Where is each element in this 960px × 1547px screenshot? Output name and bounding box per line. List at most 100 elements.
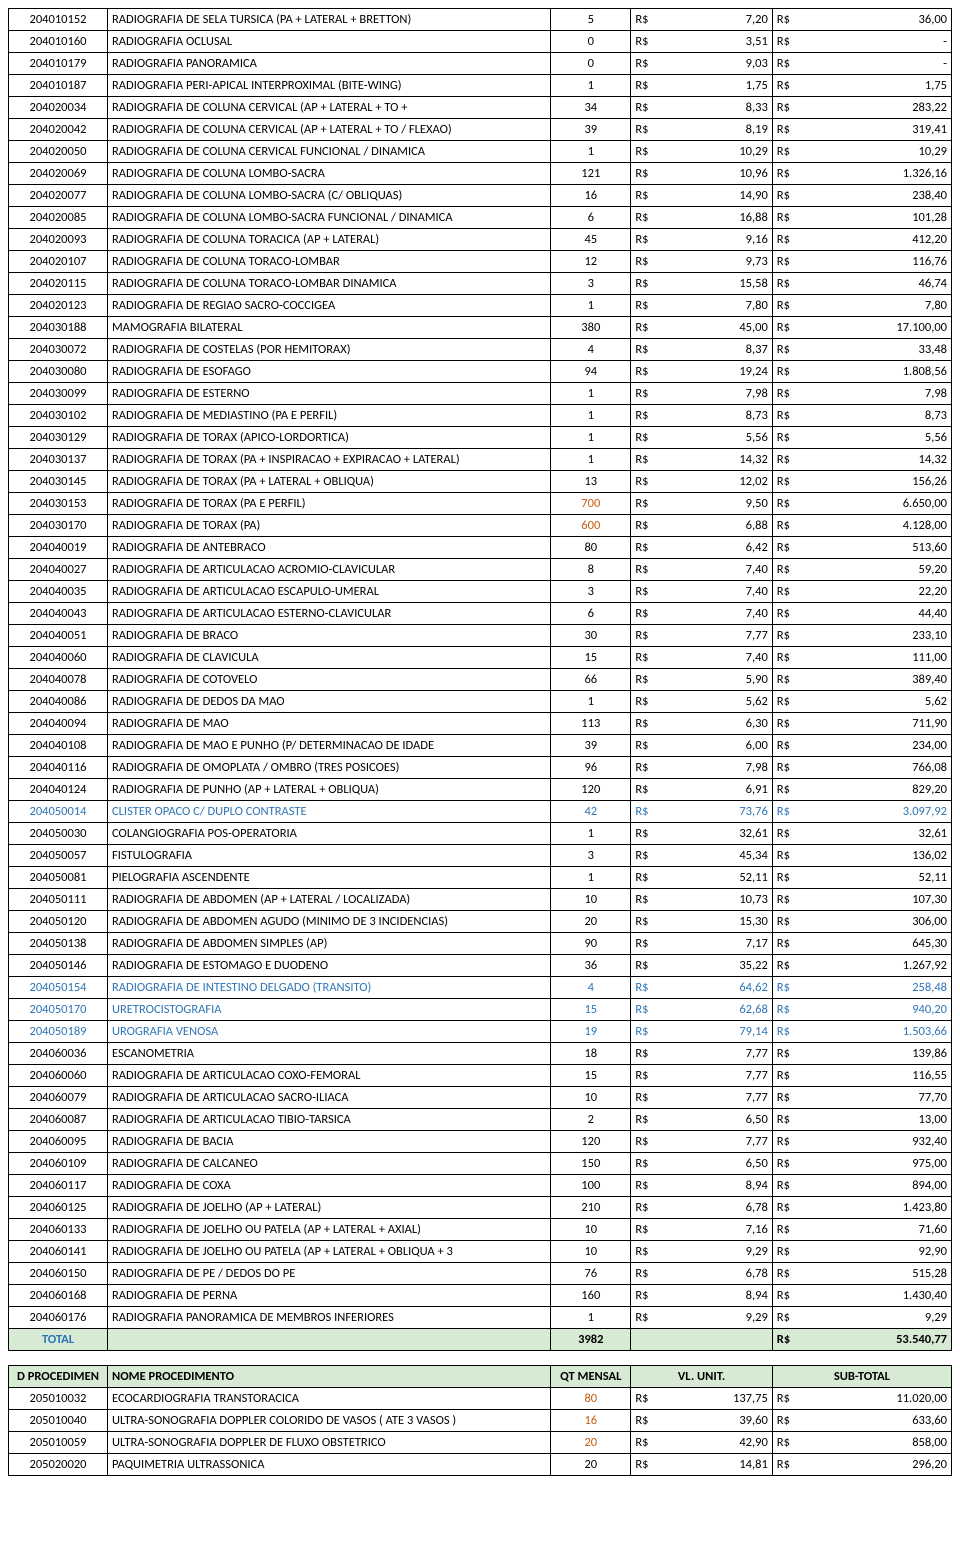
quantity-cell: 1 <box>551 141 631 163</box>
money-cell: R$975,00 <box>772 1153 951 1175</box>
money-value: 136,02 <box>912 848 947 863</box>
procedure-name: ULTRA-SONOGRAFIA DOPPLER DE FLUXO OBSTET… <box>108 1432 551 1454</box>
procedure-name: RADIOGRAFIA DE REGIAO SACRO-COCCIGEA <box>108 295 551 317</box>
currency-label: R$ <box>635 738 648 753</box>
currency-label: R$ <box>635 166 648 181</box>
money-value: 6,50 <box>746 1112 768 1127</box>
quantity-cell: 380 <box>551 317 631 339</box>
procedure-name: RADIOGRAFIA DE ESTERNO <box>108 383 551 405</box>
procedure-name: RADIOGRAFIA DE COLUNA TORACO-LOMBAR DINA… <box>108 273 551 295</box>
quantity-cell: 1 <box>551 427 631 449</box>
table-row: 204050030COLANGIOGRAFIA POS-OPERATORIA1R… <box>9 823 952 845</box>
money-cell: R$32,61 <box>772 823 951 845</box>
quantity-cell: 39 <box>551 119 631 141</box>
quantity-cell: 13 <box>551 471 631 493</box>
procedure-name: RADIOGRAFIA DE ARTICULACAO ESTERNO-CLAVI… <box>108 603 551 625</box>
money-value: 9,29 <box>925 1310 947 1325</box>
money-value: 92,90 <box>919 1244 947 1259</box>
procedure-code: 204060141 <box>9 1241 108 1263</box>
procedure-code: 204030137 <box>9 449 108 471</box>
money-value: 116,55 <box>912 1068 947 1083</box>
procedure-name: RADIOGRAFIA DE TORAX (PA E PERFIL) <box>108 493 551 515</box>
money-cell: R$8,19 <box>631 119 772 141</box>
currency-label: R$ <box>777 408 790 423</box>
money-cell: R$5,62 <box>772 691 951 713</box>
money-value: 5,56 <box>746 430 768 445</box>
procedure-code: 204020077 <box>9 185 108 207</box>
procedure-name: RADIOGRAFIA DE COLUNA CERVICAL FUNCIONAL… <box>108 141 551 163</box>
money-cell: R$283,22 <box>772 97 951 119</box>
money-cell: R$8,73 <box>631 405 772 427</box>
quantity-cell: 1 <box>551 75 631 97</box>
money-cell: R$- <box>772 31 951 53</box>
procedure-code: 204030145 <box>9 471 108 493</box>
money-value: 5,90 <box>746 672 768 687</box>
currency-label: R$ <box>635 826 648 841</box>
money-cell: R$139,86 <box>772 1043 951 1065</box>
currency-label: R$ <box>777 914 790 929</box>
procedure-name: ECOCARDIOGRAFIA TRANSTORACICA <box>108 1388 551 1410</box>
procedure-code: 204040051 <box>9 625 108 647</box>
money-cell: R$389,40 <box>772 669 951 691</box>
currency-label: R$ <box>635 430 648 445</box>
money-value: 940,20 <box>912 1002 947 1017</box>
money-cell: R$238,40 <box>772 185 951 207</box>
money-cell: R$6,50 <box>631 1153 772 1175</box>
table-row: 205010032ECOCARDIOGRAFIA TRANSTORACICA80… <box>9 1388 952 1410</box>
money-cell: R$932,40 <box>772 1131 951 1153</box>
currency-label: R$ <box>777 100 790 115</box>
table-row: 204060141RADIOGRAFIA DE JOELHO OU PATELA… <box>9 1241 952 1263</box>
currency-label: R$ <box>635 1413 648 1428</box>
procedure-name: RADIOGRAFIA DE ARTICULACAO ACROMIO-CLAVI… <box>108 559 551 581</box>
money-value: 7,80 <box>746 298 768 313</box>
money-cell: R$8,94 <box>631 1285 772 1307</box>
money-value: 7,40 <box>746 606 768 621</box>
money-cell: R$17.100,00 <box>772 317 951 339</box>
procedure-name: RADIOGRAFIA DE INTESTINO DELGADO (TRANSI… <box>108 977 551 999</box>
table-row: 204040094RADIOGRAFIA DE MAO113R$6,30R$71… <box>9 713 952 735</box>
quantity-cell: 39 <box>551 735 631 757</box>
table-row: 204040116RADIOGRAFIA DE OMOPLATA / OMBRO… <box>9 757 952 779</box>
money-value: 1.423,80 <box>903 1200 947 1215</box>
money-cell: R$5,56 <box>772 427 951 449</box>
currency-label: R$ <box>777 496 790 511</box>
quantity-cell: 10 <box>551 1241 631 1263</box>
money-value: 389,40 <box>912 672 947 687</box>
procedure-name: RADIOGRAFIA DE ABDOMEN SIMPLES (AP) <box>108 933 551 955</box>
money-value: 932,40 <box>912 1134 947 1149</box>
procedure-code: 204060109 <box>9 1153 108 1175</box>
money-cell: R$79,14 <box>631 1021 772 1043</box>
money-cell: R$9,16 <box>631 229 772 251</box>
currency-label: R$ <box>777 1178 790 1193</box>
money-value: 73,76 <box>739 804 767 819</box>
money-value: 5,56 <box>925 430 947 445</box>
money-value: 1.430,40 <box>903 1288 947 1303</box>
quantity-cell: 210 <box>551 1197 631 1219</box>
procedure-name: RADIOGRAFIA DE COLUNA TORACICA (AP + LAT… <box>108 229 551 251</box>
money-value: 633,60 <box>912 1413 947 1428</box>
money-value: 7,80 <box>925 298 947 313</box>
quantity-cell: 76 <box>551 1263 631 1285</box>
money-cell: R$14,32 <box>772 449 951 471</box>
money-value: 9,16 <box>746 232 768 247</box>
currency-label: R$ <box>777 34 790 49</box>
money-value: 711,90 <box>912 716 947 731</box>
procedure-name: RADIOGRAFIA DE ARTICULACAO ESCAPULO-UMER… <box>108 581 551 603</box>
currency-label: R$ <box>635 1068 648 1083</box>
money-value: 8,37 <box>746 342 768 357</box>
quantity-cell: 19 <box>551 1021 631 1043</box>
money-cell: R$8,33 <box>631 97 772 119</box>
currency-label: R$ <box>777 760 790 775</box>
procedure-code: 204030102 <box>9 405 108 427</box>
table-row: 204020123RADIOGRAFIA DE REGIAO SACRO-COC… <box>9 295 952 317</box>
procedure-name: RADIOGRAFIA DE PERNA <box>108 1285 551 1307</box>
procedure-code: 204050120 <box>9 911 108 933</box>
procedure-name: FISTULOGRAFIA <box>108 845 551 867</box>
money-value: 39,60 <box>739 1413 767 1428</box>
procedure-code: 204030129 <box>9 427 108 449</box>
money-value: 7,77 <box>746 628 768 643</box>
money-cell: R$894,00 <box>772 1175 951 1197</box>
money-value: 7,98 <box>746 386 768 401</box>
currency-label: R$ <box>635 1435 648 1450</box>
table-row: 204050120RADIOGRAFIA DE ABDOMEN AGUDO (M… <box>9 911 952 933</box>
